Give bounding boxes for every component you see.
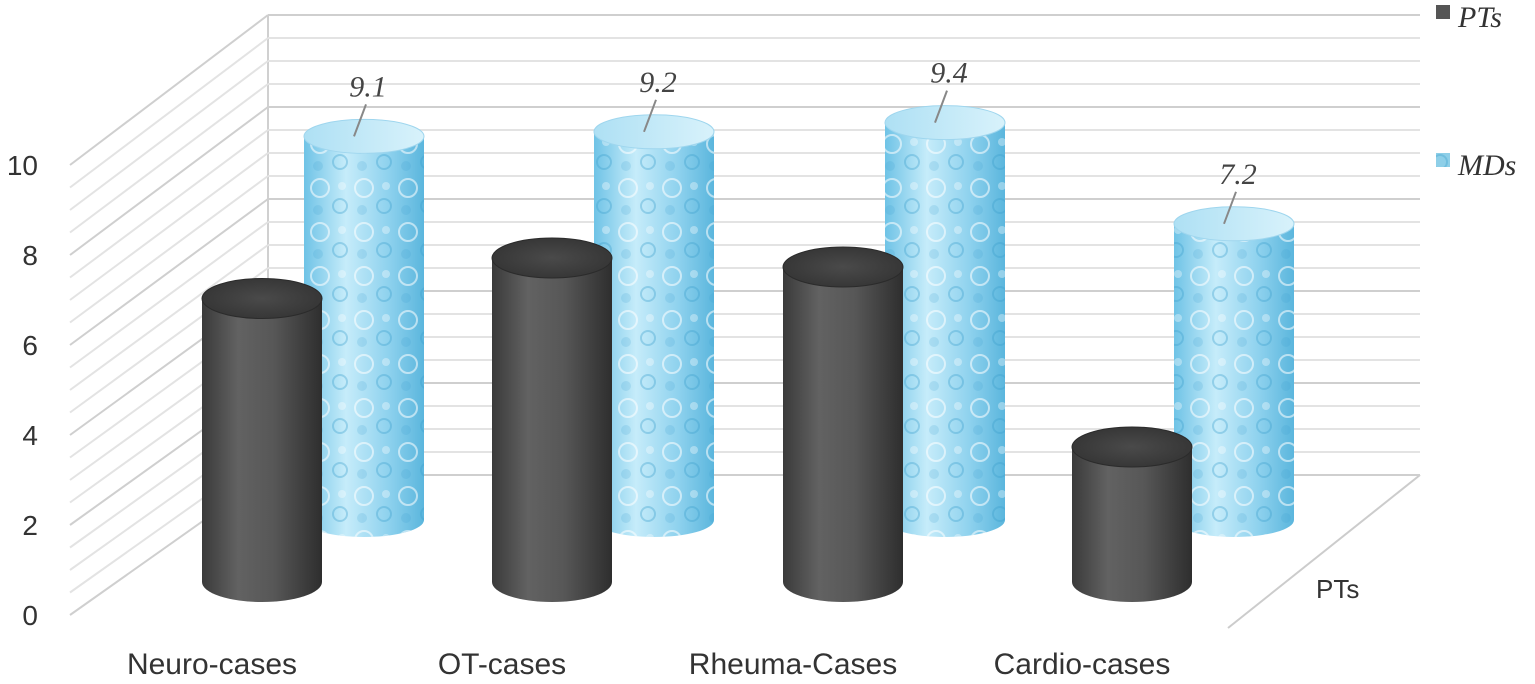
data-label-mds-ot-cases: 9.2 (639, 66, 677, 99)
data-label-mds-neuro-cases: 9.1 (349, 70, 387, 103)
gridline-left (69, 175, 269, 324)
mds-bar-neuro-cases (303, 118, 425, 537)
mds-bar-cardio-cases-texture (1174, 223, 1294, 538)
legend-swatch-pts (1436, 5, 1450, 19)
mds-bar-cardio-cases-top (1173, 206, 1295, 242)
pts-bar-rheuma-cases-top (782, 246, 904, 288)
pts-bar-cardio-cases-top (1071, 426, 1193, 468)
x-axis: Neuro-cases OT-cases Rheuma-Cases Cardio-ca… (127, 574, 1359, 681)
gridline-left (69, 106, 269, 256)
data-label-mds-cardio-cases: 7.2 (1219, 158, 1257, 191)
legend-label-mds: MDs (1457, 149, 1516, 182)
x-tick-ot-cases: OT-cases (438, 648, 566, 681)
y-tick-6: 6 (22, 330, 38, 361)
pts-bar-rheuma-cases (782, 246, 904, 602)
gridline-left (69, 14, 269, 166)
pts-bar-ot-cases (491, 237, 613, 602)
pts-bar-rheuma-cases-side (783, 267, 903, 602)
gridline-left (69, 152, 269, 301)
mds-bar-ot-cases-top (593, 114, 715, 150)
y-tick-8: 8 (22, 240, 38, 271)
legend-swatch-texture-mds (1436, 153, 1450, 167)
mds-bar-neuro-cases-top (303, 118, 425, 154)
gridline-left (69, 244, 269, 391)
depth-axis-label: PTs (1316, 574, 1359, 604)
mds-bar-ot-cases-texture (594, 131, 714, 538)
y-tick-2: 2 (22, 510, 38, 541)
x-tick-rheuma-cases: Rheuma-Cases (689, 648, 897, 681)
gridline-left (69, 37, 269, 189)
legend-label-pts: PTs (1457, 1, 1502, 34)
gridline-left (69, 60, 269, 211)
label-leader-neuro-cases (353, 104, 367, 137)
pts-bar-neuro-cases (201, 278, 323, 602)
gridline-left (69, 83, 269, 234)
mds-bar-neuro-cases-texture (304, 136, 424, 537)
mds-bar-rheuma-cases-top (884, 105, 1006, 141)
y-tick-4: 4 (22, 420, 38, 451)
floor-edge-right (1227, 474, 1421, 629)
gridline-left (69, 129, 269, 279)
mds-bar-cardio-cases (1173, 206, 1295, 538)
y-axis: 0 2 4 6 8 10 (7, 150, 38, 631)
label-leader-cardio-cases (1223, 191, 1237, 225)
label-leader-rheuma-cases (934, 90, 948, 123)
pts-bar-neuro-cases-top (201, 278, 323, 319)
y-tick-0: 0 (22, 600, 38, 631)
data-labels: 9.1 9.2 9.4 7.2 (349, 57, 1257, 225)
series-mds-bars (303, 105, 1295, 538)
x-tick-cardio-cases: Cardio-cases (994, 648, 1171, 681)
label-leader-ot-cases (643, 99, 657, 133)
pts-bar-ot-cases-top (491, 237, 613, 279)
data-label-mds-rheuma-cases: 9.4 (930, 57, 968, 90)
legend: PTs MDs (1436, 1, 1516, 182)
pts-bar-neuro-cases-side (202, 298, 322, 602)
mds-bar-rheuma-cases-texture (885, 122, 1005, 537)
mds-bar-ot-cases (593, 114, 715, 538)
x-tick-neuro-cases: Neuro-cases (127, 648, 297, 681)
pts-bar-cardio-cases-side (1072, 447, 1192, 602)
pts-bar-ot-cases-side (492, 258, 612, 602)
pts-bar-cardio-cases (1071, 426, 1193, 602)
mds-bar-rheuma-cases (884, 105, 1006, 537)
y-tick-10: 10 (7, 150, 38, 181)
gridline-left (69, 198, 269, 346)
gridline-left (69, 221, 269, 369)
series-pts-bars (201, 237, 1193, 602)
